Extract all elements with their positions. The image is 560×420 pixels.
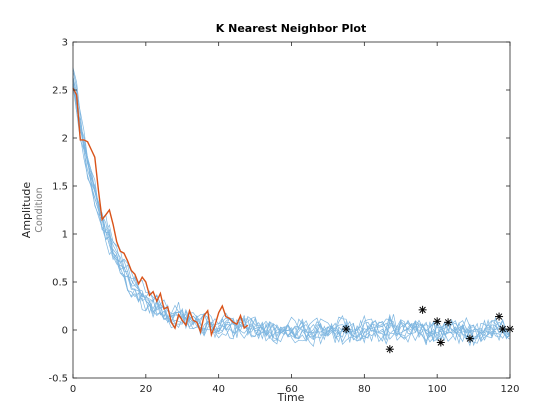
x-tick-label: 120: [500, 384, 519, 395]
y-tick-label: 2: [62, 134, 68, 145]
y-tick-label: 3: [62, 38, 68, 49]
x-axis: 0 20 40 60 80 100 120: [70, 42, 520, 395]
end-marker: [385, 345, 394, 354]
neighbor-series-line: [72, 76, 511, 347]
y-tick-label: 1.5: [52, 182, 68, 193]
end-marker: [498, 325, 507, 334]
end-marker: [495, 312, 504, 321]
x-tick-label: 100: [428, 384, 447, 395]
end-marker: [465, 334, 474, 343]
y-axis: -0.5 0 0.5 1 1.5 2 2.5 3: [48, 38, 510, 385]
x-tick-label: 20: [139, 384, 152, 395]
y-tick-label: 0.5: [52, 278, 68, 289]
x-tick-label: 60: [285, 384, 298, 395]
y-tick-label: 2.5: [52, 86, 68, 97]
end-marker: [418, 305, 427, 314]
x-tick-label: 80: [358, 384, 371, 395]
y-axis-label: Amplitude: [20, 182, 33, 239]
end-marker: [342, 325, 351, 334]
end-marker: [436, 338, 445, 347]
query-series-group: [72, 87, 249, 338]
x-tick-label: 40: [212, 384, 225, 395]
end-marker: [444, 318, 453, 327]
end-marker: [433, 317, 442, 326]
query-series-line: [72, 87, 249, 338]
y-tick-label: 0: [62, 326, 68, 337]
x-axis-label: Time: [277, 391, 305, 404]
y-tick-label: 1: [62, 230, 68, 241]
x-tick-label: 0: [70, 384, 76, 395]
neighbor-series-line: [72, 76, 511, 343]
chart-title: K Nearest Neighbor Plot: [216, 22, 366, 35]
neighbor-series-line: [72, 76, 511, 345]
end-marker-group: [342, 305, 514, 354]
y-tick-label: -0.5: [48, 374, 68, 385]
y-axis-sublabel: Condition: [34, 187, 45, 232]
